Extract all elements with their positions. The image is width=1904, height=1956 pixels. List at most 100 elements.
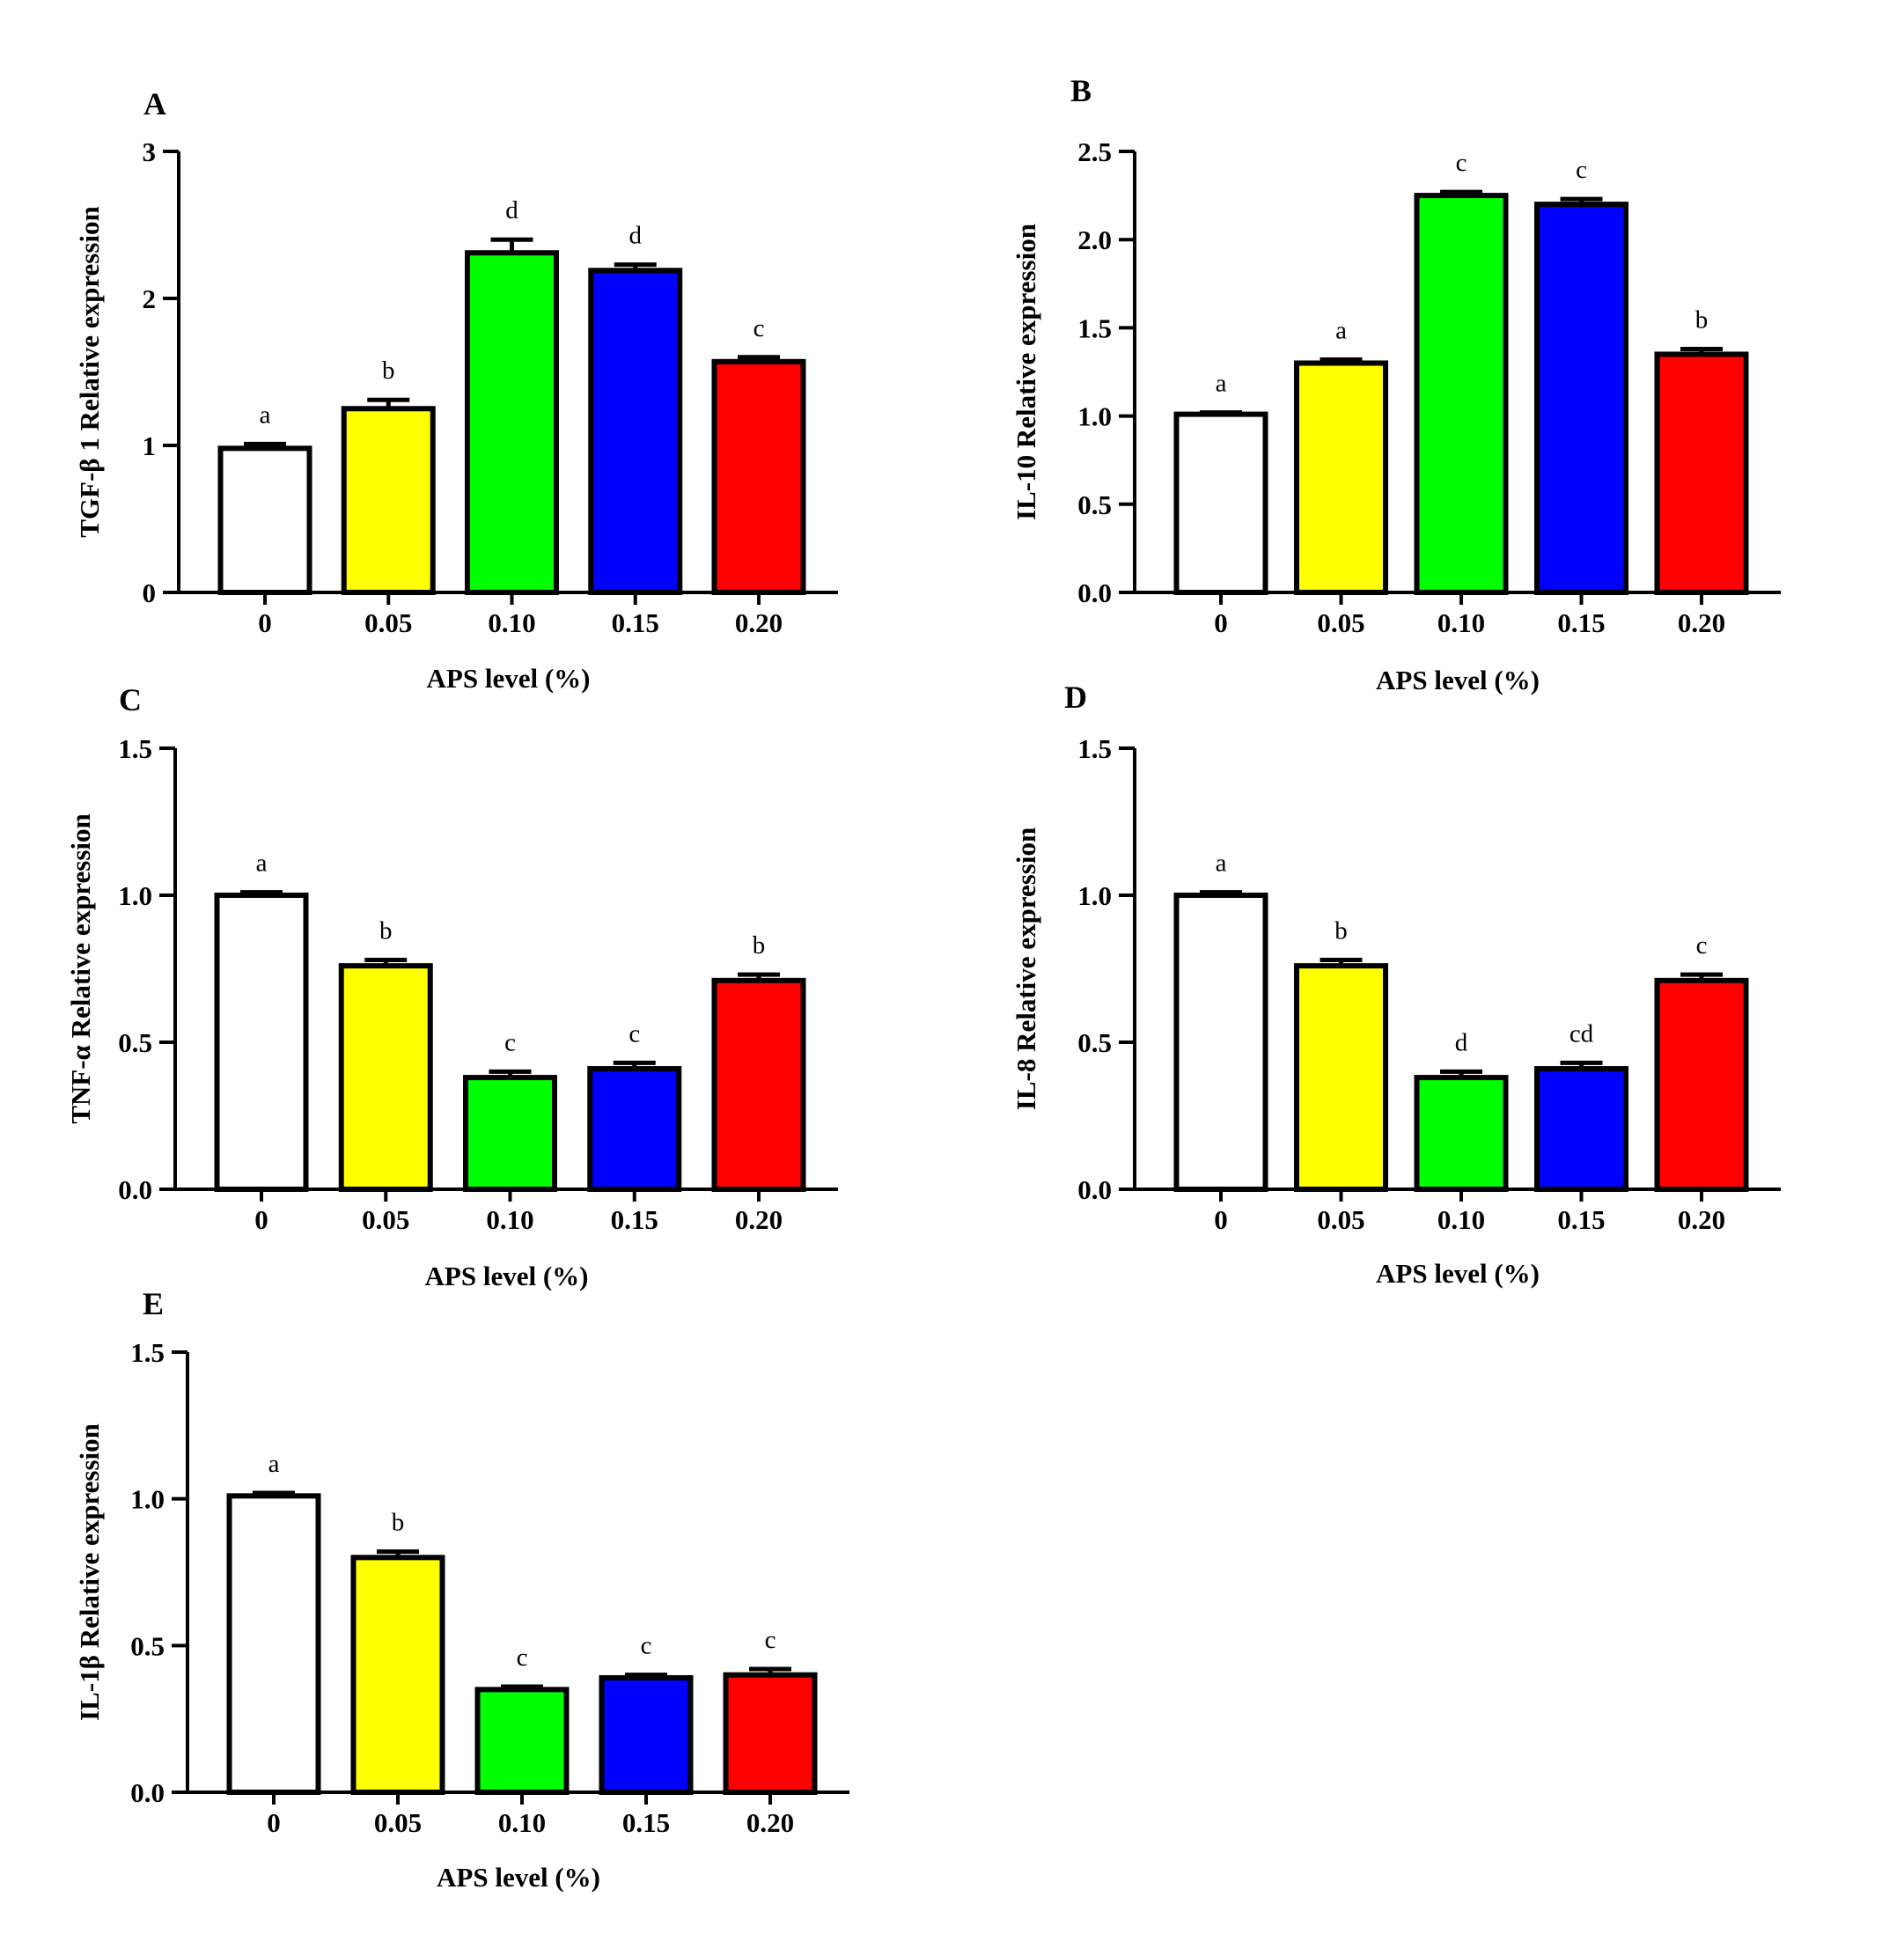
significance-label: a — [256, 849, 268, 878]
significance-label: a — [1335, 316, 1347, 344]
bar-0.10 — [463, 1075, 557, 1192]
significance-label: c — [629, 1019, 640, 1048]
y-tick-label: 0 — [143, 577, 157, 608]
x-tick-label: 0.20 — [1678, 607, 1725, 638]
panel-label: B — [1070, 73, 1092, 108]
x-tick-label: 0.15 — [1557, 1204, 1605, 1235]
y-tick-label: 1.5 — [1077, 313, 1112, 343]
y-tick-label: 2 — [143, 283, 157, 314]
y-tick-label: 0.5 — [1077, 1027, 1112, 1058]
significance-label: c — [765, 1626, 776, 1654]
x-tick-label: 0.10 — [1437, 607, 1485, 638]
y-axis-title: IL-10 Relative expression — [1011, 224, 1041, 520]
significance-label: cd — [1570, 1019, 1594, 1048]
y-tick-label: 0.0 — [118, 1174, 152, 1205]
significance-label: a — [1216, 370, 1227, 398]
bar-0.20 — [711, 358, 806, 595]
y-tick-label: 0.5 — [118, 1027, 152, 1058]
x-tick-label: 0.10 — [488, 607, 535, 638]
significance-label: c — [1576, 156, 1587, 184]
x-tick-label: 0.10 — [498, 1807, 546, 1838]
chart-panel-a: Aa 0 b 0.05 d 0.10 d 0.15 c 0.20 0 1 2 3 APS level (%)… — [74, 86, 838, 694]
significance-label: b — [382, 357, 395, 385]
x-axis-title: APS level (%) — [1376, 665, 1540, 695]
bar-0 — [217, 445, 312, 595]
bar-0.10 — [1414, 193, 1509, 595]
chart-panel-c: Ca 0 b 0.05 c 0.10 c 0.15 b 0.20 0.0 0.5 1.0 1.5 APS l… — [65, 682, 838, 1291]
significance-label: c — [1456, 149, 1467, 177]
significance-label: b — [1334, 916, 1348, 945]
bar-0.05 — [341, 406, 436, 595]
x-tick-label: 0.20 — [735, 1204, 783, 1235]
bar-0.20 — [711, 977, 806, 1192]
y-tick-label: 1.0 — [1077, 401, 1112, 432]
bar-0.10 — [474, 1687, 570, 1796]
bar-0.20 — [723, 1672, 818, 1795]
bar-0 — [1173, 411, 1268, 596]
x-tick-label: 0.05 — [362, 1204, 409, 1235]
y-tick-label: 2.0 — [1077, 224, 1112, 255]
x-tick-label: 0.20 — [746, 1807, 794, 1838]
bar-0.10 — [1414, 1075, 1509, 1192]
y-tick-label: 1.5 — [1077, 733, 1112, 764]
x-tick-label: 0.15 — [611, 1204, 658, 1235]
bar-0.15 — [587, 1066, 682, 1193]
significance-label: c — [641, 1632, 652, 1660]
x-tick-label: 0.20 — [735, 607, 783, 638]
y-tick-label: 0.0 — [130, 1777, 165, 1808]
bar-0.05 — [350, 1555, 445, 1796]
x-tick-label: 0.20 — [1678, 1204, 1725, 1235]
bar-0 — [214, 893, 309, 1192]
x-tick-label: 0 — [258, 607, 272, 638]
y-axis-title: TNF-α Relative expression — [65, 813, 96, 1124]
significance-label: d — [1455, 1028, 1468, 1056]
significance-label: d — [505, 196, 518, 224]
x-tick-label: 0.05 — [364, 607, 412, 638]
y-tick-label: 2.5 — [1077, 136, 1112, 167]
y-tick-label: 0.0 — [1077, 1174, 1112, 1205]
x-tick-label: 0.05 — [1317, 607, 1364, 638]
y-axis-title: TGF-β 1 Relative expression — [74, 206, 105, 538]
x-tick-label: 0.05 — [374, 1807, 422, 1838]
y-tick-label: 1.5 — [118, 733, 152, 764]
significance-label: d — [629, 222, 643, 250]
significance-label: c — [754, 314, 765, 342]
bar-0.15 — [588, 268, 683, 595]
y-tick-label: 0.5 — [130, 1630, 165, 1661]
y-tick-label: 1.0 — [130, 1484, 165, 1515]
bar-0.05 — [338, 963, 433, 1193]
x-tick-label: 0.05 — [1317, 1204, 1364, 1235]
chart-panel-d: Da 0 b 0.05 d 0.10 cd 0.15 c 0.20 0.0 0.5 1.0 1.5 APS … — [1011, 680, 1781, 1289]
bar-0.15 — [599, 1675, 694, 1795]
x-tick-label: 0.10 — [1437, 1204, 1485, 1235]
bar-0.05 — [1294, 360, 1388, 595]
panel-label: A — [143, 86, 166, 121]
x-axis-title: APS level (%) — [437, 1862, 600, 1893]
bar-0.20 — [1654, 977, 1749, 1192]
significance-label: a — [260, 401, 271, 429]
significance-label: b — [392, 1509, 405, 1537]
y-tick-label: 0.0 — [1077, 577, 1112, 608]
panel-label: E — [143, 1286, 164, 1321]
significance-label: b — [1695, 305, 1709, 334]
y-tick-label: 1.0 — [1077, 880, 1112, 911]
y-axis-title: IL-8 Relative expression — [1011, 827, 1041, 1110]
significance-label: c — [517, 1643, 528, 1672]
chart-panel-e: Ea 0 b 0.05 c 0.10 c 0.15 c 0.20 0.0 0.5 1.0 1.5 APS l… — [74, 1286, 849, 1893]
x-tick-label: 0 — [1214, 1204, 1228, 1235]
panel-label: D — [1064, 680, 1087, 715]
bar-0.05 — [1294, 963, 1388, 1193]
x-tick-label: 0.15 — [1557, 607, 1605, 638]
y-tick-label: 3 — [143, 136, 157, 167]
chart-panel-b: Ba 0 a 0.05 c 0.10 c 0.15 b 0.20 0.0 0.5 1.0 1.5 2.0 2.… — [1011, 73, 1781, 695]
x-tick-label: 0.15 — [612, 607, 659, 638]
significance-label: c — [1696, 931, 1708, 960]
x-tick-label: 0 — [1214, 607, 1228, 638]
x-tick-label: 0.10 — [486, 1204, 533, 1235]
y-tick-label: 1.5 — [130, 1337, 165, 1368]
bar-0.20 — [1654, 351, 1749, 595]
significance-label: b — [753, 931, 766, 960]
bar-0 — [1173, 893, 1268, 1192]
significance-label: a — [268, 1450, 280, 1478]
